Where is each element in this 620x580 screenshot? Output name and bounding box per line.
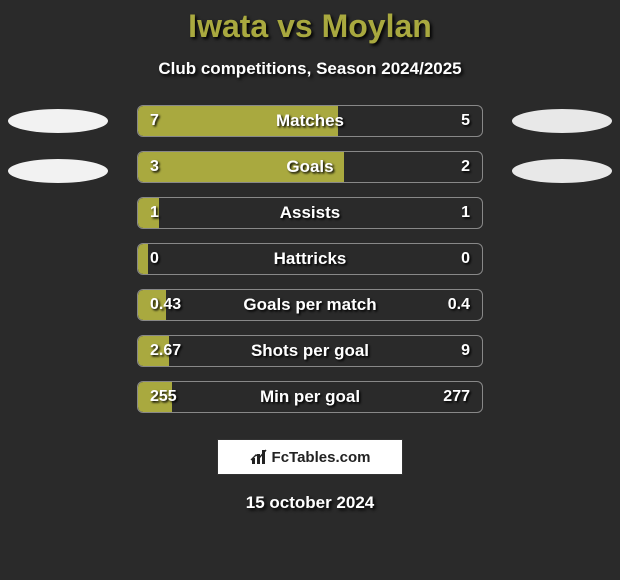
stat-value-right: 9 [461,336,470,366]
comparison-chart: 7Matches5 3Goals2 1Assists1 0Hattricks0 0.43… [0,105,620,413]
subtitle: Club competitions, Season 2024/2025 [158,59,461,79]
stat-value-right: 277 [443,382,470,412]
stat-label: Shots per goal [138,336,482,366]
stat-row: 7Matches5 [137,105,483,137]
stat-row: 0.43Goals per match0.4 [137,289,483,321]
right-team-badges [512,105,612,183]
stat-row: 255Min per goal277 [137,381,483,413]
chart-icon [250,448,268,466]
stat-label: Assists [138,198,482,228]
stat-label: Goals [138,152,482,182]
stat-label: Matches [138,106,482,136]
stat-bars: 7Matches5 3Goals2 1Assists1 0Hattricks0 0.43… [137,105,483,413]
stat-row: 1Assists1 [137,197,483,229]
team-badge-placeholder [8,109,108,133]
team-badge-placeholder [512,109,612,133]
stat-label: Goals per match [138,290,482,320]
logo-text: FcTables.com [272,449,371,466]
date-line: 15 october 2024 [246,493,375,513]
stat-label: Min per goal [138,382,482,412]
stat-value-right: 0.4 [448,290,470,320]
team-badge-placeholder [8,159,108,183]
left-team-badges [8,105,108,183]
stat-row: 0Hattricks0 [137,243,483,275]
team-badge-placeholder [512,159,612,183]
stat-value-right: 5 [461,106,470,136]
stat-value-right: 0 [461,244,470,274]
stat-value-right: 2 [461,152,470,182]
stat-value-right: 1 [461,198,470,228]
stat-row: 3Goals2 [137,151,483,183]
page-title: Iwata vs Moylan [188,8,432,45]
stat-row: 2.67Shots per goal9 [137,335,483,367]
stat-label: Hattricks [138,244,482,274]
fctables-logo[interactable]: FcTables.com [217,439,403,475]
